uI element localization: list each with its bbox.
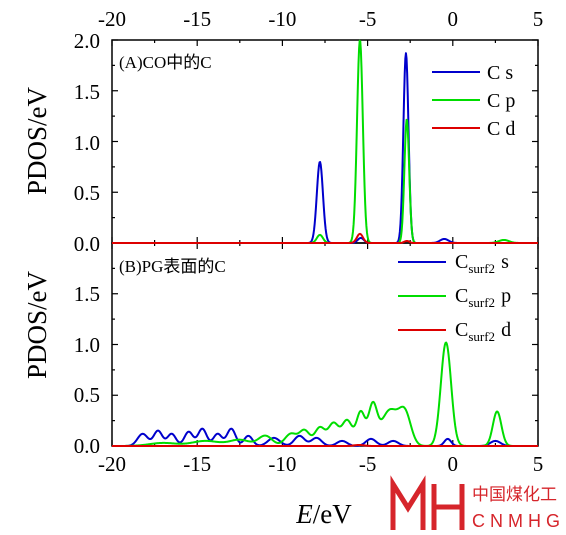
panel-b-y-tick-label: 0.0 [74, 434, 100, 458]
series-line-b-d [111, 443, 539, 447]
bottom-x-tick-label: -5 [359, 452, 377, 476]
data-curves [111, 39, 539, 447]
top-x-tick-label: -20 [98, 7, 126, 31]
legend-label-csurf2-p: Csurf2 p [455, 285, 511, 310]
watermark-en-text: CNMHG [472, 511, 565, 531]
panel-a-y-tick-label: 0.0 [74, 232, 100, 256]
panel-a-y-tick-label: 1.5 [74, 80, 100, 104]
legend-label-c-s: C s [487, 62, 513, 84]
panel-b-label: (B)PG表面的C [119, 257, 226, 276]
panel-a-y-tick-label: 1.0 [74, 131, 100, 155]
panel-a-y-axis-title: PDOS/eV [22, 86, 52, 195]
cnmhg-logo-mark [390, 475, 465, 530]
top-x-tick-label: -5 [359, 7, 377, 31]
series-line-b-p [111, 341, 539, 447]
legend-label-csurf2-d: Csurf2 d [455, 319, 511, 344]
top-x-tick-label: -10 [268, 7, 296, 31]
panel-b-legend: Csurf2 s Csurf2 p Csurf2 d [398, 251, 511, 344]
panel-b-y-tick-label: 0.5 [74, 383, 100, 407]
panel-b-y-tick-label: 1.0 [74, 333, 100, 357]
watermark-cn-text: 中国煤化工 [472, 485, 557, 504]
top-x-tick-label: 0 [448, 7, 459, 31]
legend-label-c-d: C d [487, 118, 515, 140]
bottom-x-tick-label: -15 [183, 452, 211, 476]
panel-a-legend: C s C p C d [432, 62, 515, 140]
bottom-x-tick-label: 5 [533, 452, 544, 476]
legend-label-csurf2-s: Csurf2 s [455, 251, 509, 276]
panel-a-y-tick-label: 0.5 [74, 181, 100, 205]
legend-label-c-p: C p [487, 90, 515, 112]
bottom-x-tick-label: -10 [268, 452, 296, 476]
x-axis-title-symbol: E [295, 499, 313, 529]
panel-b-y-axis-title: PDOS/eV [22, 270, 52, 379]
top-x-tick-label: -15 [183, 7, 211, 31]
bottom-x-tick-label: -20 [98, 452, 126, 476]
panel-a-y-tick-label: 2.0 [74, 29, 100, 53]
panel-a-label: (A)CO中的C [119, 53, 212, 72]
x-axis-title-unit: /eV [313, 499, 352, 529]
series-line-a-s [111, 52, 539, 244]
top-x-tick-label: 5 [533, 7, 544, 31]
panel-b-y-tick-label: 1.5 [74, 282, 100, 306]
series-line-a-d [111, 232, 539, 244]
bottom-x-tick-label: 0 [448, 452, 459, 476]
x-axis-title: E/eV [295, 499, 352, 529]
cnmhg-watermark-logo: 中国煤化工 CNMHG [390, 475, 565, 531]
